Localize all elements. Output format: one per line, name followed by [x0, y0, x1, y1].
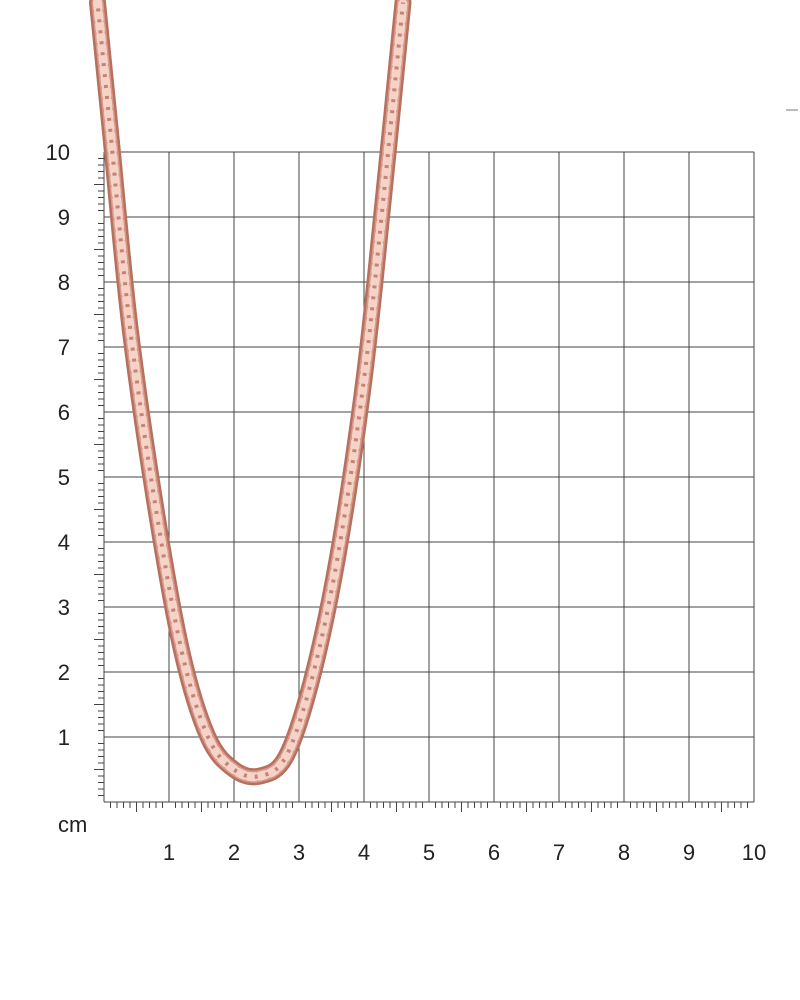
x-tick-label: 4: [358, 840, 370, 865]
x-tick-label: 8: [618, 840, 630, 865]
y-tick-label: 5: [58, 465, 70, 490]
unit-label: cm: [58, 812, 87, 837]
x-tick-label: 3: [293, 840, 305, 865]
x-tick-label: 7: [553, 840, 565, 865]
y-tick-label: 9: [58, 205, 70, 230]
measurement-grid: [103, 151, 755, 803]
y-tick-label: 4: [58, 530, 70, 555]
y-tick-label: 6: [58, 400, 70, 425]
chain-sheen: [91, 0, 409, 783]
x-tick-label: 2: [228, 840, 240, 865]
x-tick-label: 9: [683, 840, 695, 865]
x-tick-label: 10: [742, 840, 766, 865]
ruler-labels: cm 1 2 3 4 5 6 7 8 9 10 1 2 3 4 5 6 7 8 9 10: [46, 140, 767, 865]
x-tick-label: 5: [423, 840, 435, 865]
ruler-minor-ticks: [94, 158, 748, 812]
y-tick-label: 2: [58, 660, 70, 685]
chain-twist-shadow: [95, 2, 405, 779]
y-tick-label: 1: [58, 725, 70, 750]
y-tick-label: 3: [58, 595, 70, 620]
rope-chain-photo: [89, 0, 412, 786]
y-tick-label: 8: [58, 270, 70, 295]
y-tick-label: 7: [58, 335, 70, 360]
x-tick-label: 6: [488, 840, 500, 865]
x-tick-label: 1: [163, 840, 175, 865]
y-tick-label: 10: [46, 140, 70, 165]
